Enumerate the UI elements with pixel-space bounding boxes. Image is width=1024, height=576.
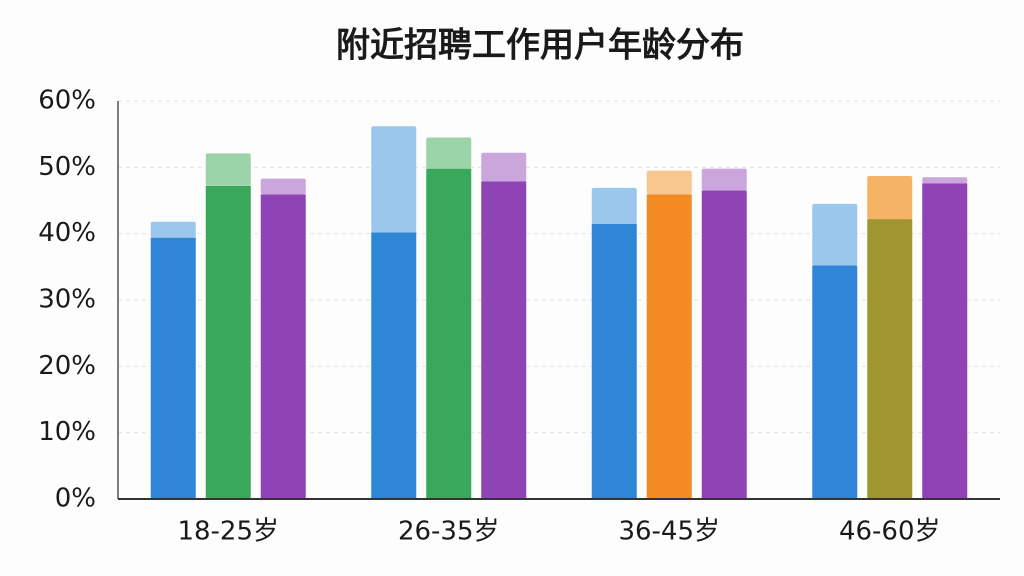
y-tick-label: 10% <box>38 417 96 447</box>
x-tick-label: 36-45岁 <box>618 517 720 547</box>
x-tick-label: 46-60岁 <box>839 517 941 547</box>
bar-light-segment <box>646 170 692 195</box>
bar <box>371 232 417 499</box>
y-tick-label: 30% <box>38 285 96 315</box>
bar <box>701 190 747 500</box>
bar-light-segment <box>701 168 747 191</box>
y-tick-label: 50% <box>38 152 96 182</box>
x-tick-label: 26-35岁 <box>398 517 500 547</box>
bar-light-segment <box>426 137 472 169</box>
bar-light-segment <box>371 126 417 233</box>
chart-title: 附近招聘工作用户年龄分布 <box>336 26 744 66</box>
bar-light-segment <box>812 203 858 266</box>
y-tick-label: 40% <box>38 218 96 248</box>
y-tick-label: 20% <box>38 351 96 381</box>
y-tick-label: 0% <box>55 484 96 514</box>
bar <box>205 185 251 499</box>
bar-light-segment <box>481 152 527 182</box>
bar-light-segment <box>922 177 968 184</box>
y-tick-label: 60% <box>38 86 96 116</box>
bar <box>426 168 472 499</box>
bar-light-segment <box>205 153 251 186</box>
bar <box>812 265 858 499</box>
bar <box>150 237 196 499</box>
bar <box>260 194 306 499</box>
bar <box>481 181 527 499</box>
bar-light-segment <box>591 187 637 224</box>
x-tick-label: 18-25岁 <box>177 517 279 547</box>
bar-light-segment <box>260 178 306 195</box>
bar <box>867 219 913 499</box>
bar-light-segment <box>867 175 913 220</box>
bar <box>646 194 692 499</box>
bar <box>922 183 968 499</box>
bar-light-segment <box>150 221 196 238</box>
bar <box>591 223 637 499</box>
